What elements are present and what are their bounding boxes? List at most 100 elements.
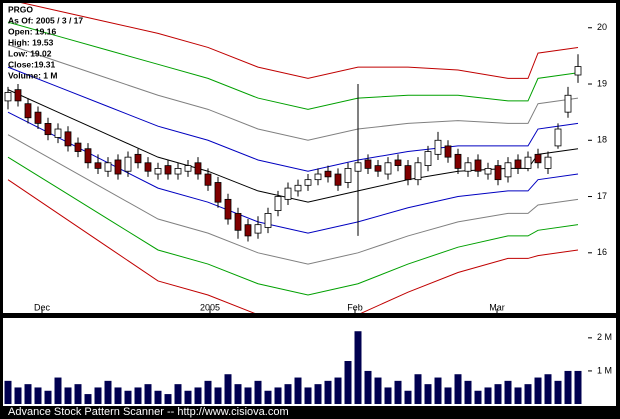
candle-body [304,179,312,186]
band-line [7,44,579,141]
candle-body [534,153,542,164]
volume-bar [314,384,322,404]
candle-body [214,182,222,203]
candle-body [284,187,292,200]
volume-bar [514,387,522,404]
volume-bar [114,387,122,404]
candle-body [484,168,492,175]
price-panel [3,3,616,313]
header-line: High: 19.53 [8,37,54,47]
band-line [7,156,579,296]
candle-body [224,198,232,220]
header-line: Open: 19.16 [8,26,56,36]
y-tick-label: 20 [597,22,607,32]
header-line: As Of: 2005 / 3 / 17 [8,15,83,25]
volume-bar [444,387,452,404]
volume-bar [184,390,192,404]
volume-bar [414,374,422,404]
volume-bar [434,377,442,404]
volume-bar [484,387,492,404]
candle-body [544,156,552,169]
candle-body [264,213,272,228]
volume-bar [124,390,132,404]
volume-bar [144,384,152,404]
candle-body [4,92,12,102]
candle-body [44,122,52,136]
header-line: Volume: 1 M [8,70,57,80]
volume-bar [574,370,582,404]
volume-bar [304,387,312,404]
candle-body [504,162,512,178]
candle-body [14,89,22,102]
volume-bar [244,387,252,404]
candles [4,54,582,242]
y-tick-label: 17 [597,191,607,201]
candle-body [64,131,72,147]
volume-bar [224,374,232,404]
volume-bar [4,380,12,404]
bands [7,3,579,313]
x-tick-label: Dec [34,302,51,312]
candle-body [514,159,522,169]
volume-bar [164,394,172,404]
candle-body [204,173,212,186]
volume-bar [104,380,112,404]
candle-body [154,168,162,175]
volume-bar [34,387,42,404]
candle-body [394,159,402,166]
volume-bar [374,377,382,404]
candle-body [554,128,562,147]
candle-body [144,162,152,172]
candle-body [374,165,382,172]
volume-bar [274,387,282,404]
candle-body [524,156,532,169]
x-tick-label: 2005 [200,302,220,312]
volume-bar [324,380,332,404]
volume-bar [534,377,542,404]
candle-body [34,111,42,124]
band-line [20,3,579,79]
candle-body [454,153,462,169]
candle-body [474,159,482,172]
candle-body [134,153,142,164]
candle-body [354,162,362,172]
band-line [7,21,579,110]
volume-bar [194,387,202,404]
candle-body [314,173,322,181]
candle-body [444,145,452,158]
volume-bar [394,380,402,404]
volume-bar [74,384,82,404]
footer: Advance Stock Pattern Scanner -- http://… [8,406,289,418]
y-tick-label: 18 [597,135,607,145]
volume-bar [504,380,512,404]
volume-bar [44,390,52,404]
volume-bar [284,384,292,404]
candle-body [434,139,442,155]
candle-body [344,168,352,183]
candle-body [404,165,412,181]
volume-bar [424,384,432,404]
candle-body [254,224,262,234]
volume-bar [234,384,242,404]
y-tick-label: 2 M [597,332,612,342]
candle-body [324,170,332,178]
volume-bar [154,390,162,404]
candle-body [174,168,182,175]
volume-bar [54,377,62,404]
candle-body [564,94,572,113]
volume-bar [214,387,222,404]
candle-body [114,159,122,175]
volume-bar [354,331,362,404]
candle-body [234,213,242,231]
header-line: Low: 19.02 [8,48,52,58]
candle-body [184,165,192,172]
candle-body [94,162,102,169]
volume-bar [174,384,182,404]
volume-bar [384,387,392,404]
candle-body [24,103,32,119]
volume-bar [554,380,562,404]
volume-bar [204,380,212,404]
candle-body [424,151,432,166]
